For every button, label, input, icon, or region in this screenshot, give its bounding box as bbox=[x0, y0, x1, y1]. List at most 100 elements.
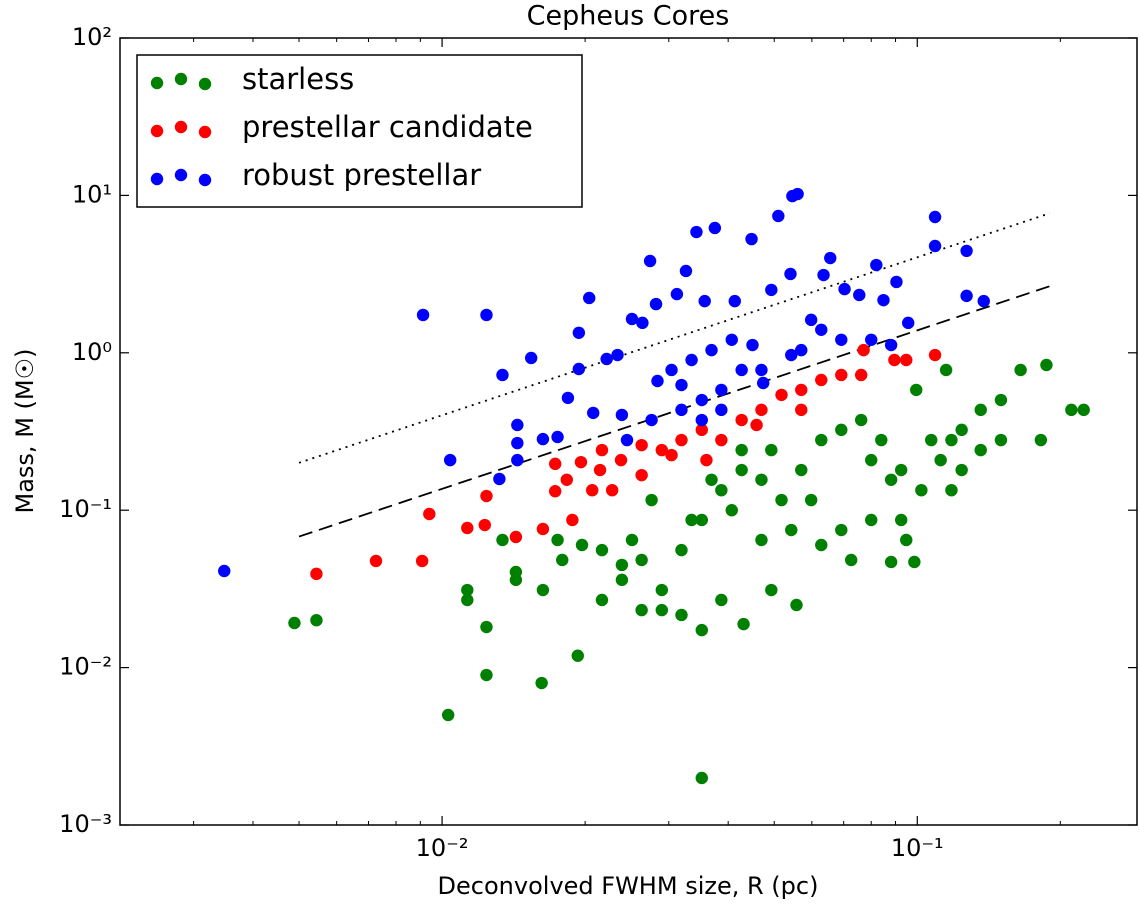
data-point bbox=[765, 443, 778, 457]
data-point bbox=[636, 316, 649, 330]
data-point bbox=[765, 583, 778, 597]
data-point bbox=[900, 533, 913, 547]
data-point bbox=[955, 463, 968, 477]
data-point bbox=[675, 608, 688, 622]
data-point bbox=[785, 523, 798, 537]
data-point bbox=[665, 363, 678, 377]
y-tick-label: 10¹ bbox=[72, 180, 112, 208]
data-point bbox=[835, 423, 848, 437]
data-point bbox=[928, 348, 942, 362]
data-point bbox=[635, 603, 648, 617]
data-point bbox=[824, 251, 837, 265]
data-point bbox=[804, 313, 818, 327]
data-point bbox=[795, 403, 808, 417]
data-point bbox=[461, 583, 474, 597]
x-tick-label: 10⁻¹ bbox=[891, 834, 944, 862]
data-point bbox=[496, 533, 509, 547]
data-point bbox=[795, 343, 808, 357]
data-point bbox=[894, 463, 908, 477]
y-axis-label: Mass, M (M☉) bbox=[11, 349, 39, 514]
data-point bbox=[854, 368, 868, 382]
data-point bbox=[994, 433, 1008, 447]
legend-label: prestellar candidate bbox=[242, 110, 533, 144]
data-point bbox=[715, 593, 728, 607]
data-point bbox=[572, 362, 586, 376]
data-point bbox=[645, 413, 658, 427]
legend-marker bbox=[174, 120, 188, 134]
legend-box bbox=[136, 54, 583, 208]
data-point bbox=[815, 433, 828, 447]
data-point bbox=[1077, 403, 1090, 417]
data-point bbox=[890, 275, 903, 289]
data-point bbox=[480, 489, 493, 503]
legend-label: robust prestellar bbox=[242, 158, 481, 192]
data-point bbox=[728, 294, 741, 308]
data-point bbox=[685, 513, 698, 527]
data-point bbox=[735, 463, 748, 477]
data-point bbox=[511, 436, 524, 450]
data-point bbox=[1065, 403, 1078, 417]
data-point bbox=[416, 308, 430, 322]
legend-marker bbox=[198, 173, 212, 187]
data-point bbox=[715, 403, 728, 417]
data-point bbox=[865, 513, 878, 527]
data-point bbox=[615, 408, 629, 422]
data-point bbox=[675, 378, 688, 392]
data-point bbox=[614, 453, 628, 467]
data-point bbox=[755, 533, 768, 547]
data-point bbox=[493, 472, 506, 486]
data-point bbox=[844, 553, 858, 567]
data-point bbox=[755, 363, 768, 377]
data-point bbox=[480, 620, 493, 634]
data-point bbox=[925, 433, 938, 447]
data-point bbox=[369, 554, 383, 568]
data-point bbox=[945, 433, 958, 447]
data-point bbox=[757, 376, 770, 390]
data-point bbox=[651, 374, 664, 388]
data-point bbox=[910, 383, 923, 397]
x-axis-label: Deconvolved FWHM size, R (pc) bbox=[438, 872, 819, 900]
data-point bbox=[977, 294, 990, 308]
data-point bbox=[561, 391, 575, 405]
data-point bbox=[790, 598, 803, 612]
legend-marker bbox=[198, 125, 212, 139]
data-point bbox=[665, 448, 678, 462]
data-point bbox=[705, 473, 718, 487]
data-point bbox=[737, 617, 750, 631]
data-point bbox=[551, 430, 564, 444]
data-point bbox=[725, 333, 738, 346]
data-point bbox=[655, 603, 669, 617]
data-point bbox=[715, 483, 728, 497]
reference-line bbox=[298, 212, 1051, 464]
data-point bbox=[600, 352, 613, 366]
data-point bbox=[643, 254, 657, 268]
data-point bbox=[478, 518, 491, 532]
data-point bbox=[853, 288, 866, 302]
data-point bbox=[593, 463, 607, 477]
data-point bbox=[795, 383, 808, 397]
data-point bbox=[715, 433, 728, 447]
data-point bbox=[566, 513, 579, 527]
data-point bbox=[857, 343, 870, 357]
data-point bbox=[815, 373, 828, 387]
data-point bbox=[884, 338, 898, 352]
data-point bbox=[595, 443, 609, 457]
data-point bbox=[685, 353, 698, 367]
plot-frame bbox=[119, 37, 1138, 826]
legend-label: starless bbox=[242, 62, 354, 96]
data-point bbox=[870, 258, 883, 272]
data-point bbox=[865, 453, 878, 467]
data-point bbox=[615, 573, 629, 587]
data-point bbox=[755, 473, 768, 487]
data-point bbox=[310, 614, 323, 627]
data-point bbox=[675, 433, 688, 447]
data-point bbox=[735, 363, 748, 377]
data-point bbox=[877, 293, 890, 307]
data-point bbox=[772, 209, 785, 223]
data-point bbox=[551, 533, 564, 547]
data-point bbox=[735, 443, 748, 457]
data-point bbox=[536, 583, 550, 597]
data-point bbox=[838, 282, 851, 296]
